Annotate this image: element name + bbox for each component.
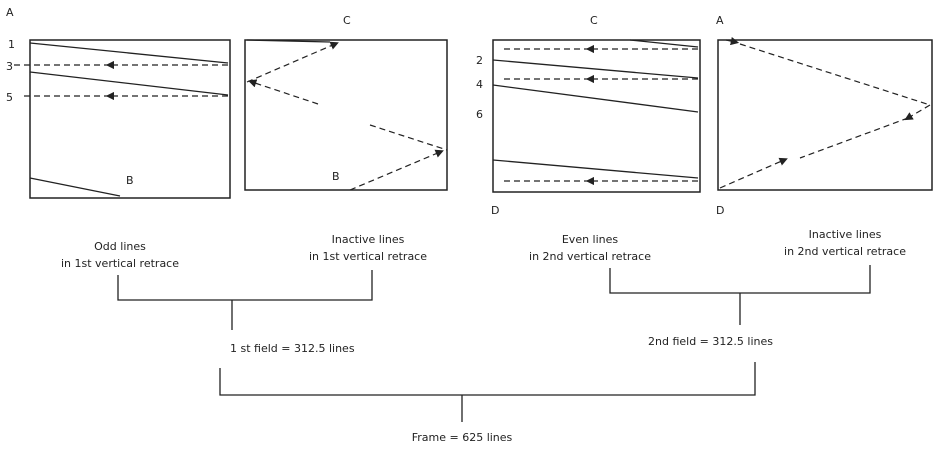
panel-box [29, 39, 231, 199]
corner-label: A [6, 6, 14, 19]
frame-label: Frame = 625 lines [412, 431, 513, 444]
scan-line [29, 71, 229, 96]
corner-label: C [590, 14, 598, 27]
retrace [739, 43, 931, 106]
retrace [904, 104, 931, 121]
caption: Inactive lines [332, 233, 405, 246]
panel-inactive-1: C B [244, 14, 448, 191]
corner-label: D [716, 204, 724, 217]
panel-odd: A B 1 3 5 [6, 6, 231, 199]
retrace [799, 117, 909, 159]
line-number: 1 [8, 38, 15, 51]
caption: Odd lines [94, 240, 146, 253]
caption: in 2nd vertical retrace [529, 250, 651, 263]
scan-line [492, 59, 699, 79]
scan-line [29, 177, 121, 197]
retrace [248, 79, 319, 105]
panel-box [244, 39, 448, 191]
corner-label: A [716, 14, 724, 27]
scan-line [629, 39, 699, 48]
corner-label: B [126, 174, 134, 187]
caption: in 1st vertical retrace [61, 257, 179, 270]
retrace [246, 41, 339, 83]
panel-box [492, 39, 701, 193]
scan-line [492, 159, 699, 179]
retrace [725, 36, 740, 46]
corner-label: B [332, 170, 340, 183]
bracket [219, 362, 756, 422]
line-number: 2 [476, 54, 483, 67]
bracket [117, 270, 373, 330]
scan-line [246, 39, 331, 43]
field-label: 2nd field = 312.5 lines [648, 335, 773, 348]
corner-label: C [343, 14, 351, 27]
line-number: 4 [476, 78, 483, 91]
line-number: 3 [6, 60, 13, 73]
line-number: 6 [476, 108, 483, 121]
caption: Even lines [562, 233, 619, 246]
bracket [609, 265, 871, 325]
retrace [369, 124, 448, 151]
corner-label: D [491, 204, 499, 217]
caption: in 1st vertical retrace [309, 250, 427, 263]
scan-line [492, 84, 699, 113]
line-number: 5 [6, 91, 13, 104]
field-label: 1 st field = 312.5 lines [230, 342, 355, 355]
retrace [349, 149, 444, 191]
scan-line [29, 42, 229, 64]
caption: in 2nd vertical retrace [784, 245, 906, 258]
panel-inactive-2: A D [716, 14, 933, 217]
retrace [719, 157, 788, 189]
captions: Odd lines in 1st vertical retrace Inacti… [61, 228, 906, 270]
panel-even: C D 2 4 6 [476, 14, 701, 217]
caption: Inactive lines [809, 228, 882, 241]
panel-box [717, 39, 933, 191]
